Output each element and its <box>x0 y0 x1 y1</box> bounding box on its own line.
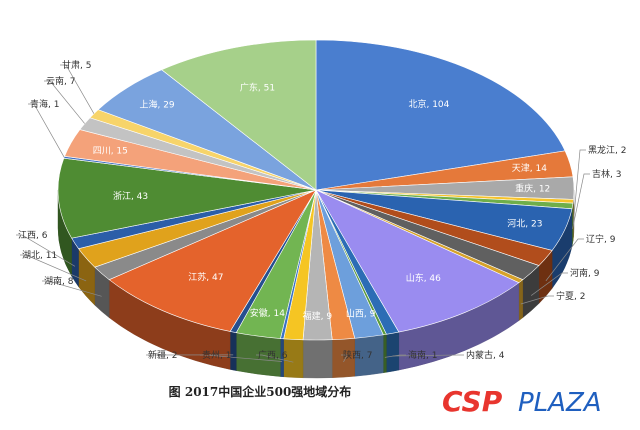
slice-9 <box>315 189 520 333</box>
pie-sides <box>57 189 575 379</box>
csp-plaza-logo: CSP PLAZA <box>442 385 602 418</box>
slice-9-label: 山东, 46 <box>406 272 441 284</box>
pie-chart: 北京, 104 天津, 14 重庆, 12 黑龙江, 2 吉林, 3 河北, 23 辽宁, … <box>16 39 626 379</box>
slice-19 <box>108 189 317 332</box>
slice-16-label: 贵州, 1 <box>202 349 231 361</box>
slice-3-label: 黑龙江, 2 <box>588 144 626 156</box>
slice-14-side <box>302 339 333 379</box>
logo-text-csp: CSP <box>442 385 503 418</box>
slice-23-label: 浙江, 43 <box>113 190 148 202</box>
slice-0-label: 北京, 104 <box>408 98 449 110</box>
leader-lines <box>16 64 590 363</box>
slice-20-leader-line <box>42 280 102 297</box>
slice-8-label: 宁夏, 2 <box>556 290 585 302</box>
slice-4-label: 吉林, 3 <box>592 168 621 180</box>
slice-15-label: 广西, 6 <box>258 349 288 361</box>
slice-29 <box>161 39 317 191</box>
slice-11-label: 海南, 1 <box>408 349 437 361</box>
pie-slices <box>57 39 575 341</box>
slice-21-leader-line <box>20 254 87 282</box>
slice-7-leader-line <box>530 272 568 296</box>
slice-8-side <box>518 279 524 322</box>
slice-24-leader-line <box>28 103 65 158</box>
slice-27-leader-line <box>60 64 95 114</box>
slice-10-label: 内蒙古, 4 <box>466 349 505 361</box>
slice-26-label: 云南, 7 <box>46 75 75 87</box>
slice-3-leader-line <box>572 149 586 225</box>
slice-10-leader-line <box>392 354 464 357</box>
slice-8-leader-line <box>520 295 554 305</box>
slice-11-leader-line <box>384 354 406 358</box>
slice-22-label: 江西, 6 <box>18 230 48 241</box>
slice-26-leader-line <box>44 80 85 124</box>
data-labels: 北京, 104 天津, 14 重庆, 12 黑龙江, 2 吉林, 3 河北, 23 辽宁, … <box>18 59 626 361</box>
slice-18-label: 新疆, 2 <box>148 349 177 361</box>
slice-12-label: 山西, 9 <box>346 308 376 319</box>
logo-text-plaza: PLAZA <box>518 388 602 418</box>
chart-caption: 图 2017中国企业500强地域分布 <box>168 385 352 399</box>
slice-25-label: 四川, 15 <box>93 146 128 156</box>
slice-0 <box>315 39 566 191</box>
slice-4-leader-line <box>572 173 590 229</box>
slice-21-label: 湖北, 11 <box>22 250 57 261</box>
slice-24-label: 青海, 1 <box>30 98 59 110</box>
slice-13-leader-line <box>341 354 348 363</box>
slice-29-label: 广东, 51 <box>240 81 275 93</box>
slice-13-label: 陕西, 7 <box>343 349 372 361</box>
slice-20-label: 湖南, 8 <box>44 275 74 287</box>
slice-2-label: 重庆, 12 <box>515 182 550 194</box>
slice-19-label: 江苏, 47 <box>188 271 223 283</box>
slice-6-label: 辽宁, 9 <box>586 233 616 245</box>
slice-10-side <box>386 331 400 373</box>
slice-7-label: 河南, 9 <box>570 267 600 279</box>
slice-27-label: 甘肃, 5 <box>62 59 91 71</box>
slice-11-side <box>383 334 387 374</box>
slice-6-leader-line <box>545 238 584 282</box>
slice-22-leader-line <box>16 234 76 267</box>
slice-5-label: 河北, 23 <box>507 218 542 230</box>
slice-1-label: 天津, 14 <box>512 163 547 174</box>
slice-17-label: 安徽, 14 <box>250 307 285 319</box>
slice-28-label: 上海, 29 <box>139 98 174 110</box>
slice-14-label: 福建, 9 <box>303 310 333 322</box>
slice-23 <box>57 157 317 239</box>
slice-15-leader-line <box>256 354 294 363</box>
